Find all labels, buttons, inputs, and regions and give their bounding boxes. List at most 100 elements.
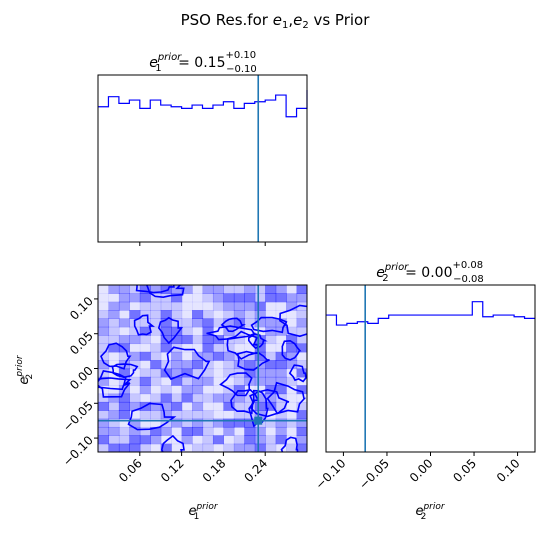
joint-density-cell <box>150 393 162 403</box>
joint-density-cell <box>139 376 151 386</box>
joint-density-cell <box>223 318 235 328</box>
joint-density-cell <box>150 293 162 303</box>
joint-density-cell <box>296 293 307 303</box>
joint-density-cell <box>181 393 193 403</box>
joint-density-cell <box>108 385 120 395</box>
joint-density-cell <box>160 393 172 403</box>
joint-density-cell <box>129 401 141 411</box>
joint-density-cell <box>202 401 214 411</box>
e1-histogram-line <box>98 90 308 118</box>
joint-density-cell <box>129 435 141 445</box>
joint-density-cell <box>98 360 110 370</box>
joint-density-cell <box>108 418 120 428</box>
joint-contour <box>206 325 256 341</box>
joint-density-cell <box>244 351 256 361</box>
joint-density-cell <box>286 410 298 420</box>
joint-density-cell <box>160 326 172 336</box>
joint-density-cell <box>181 293 193 303</box>
joint-density-cell <box>233 310 245 319</box>
joint-density-cell <box>233 418 245 428</box>
joint-density-cell <box>108 376 120 386</box>
joint-density-cell <box>192 285 204 294</box>
joint-density-cell <box>296 426 307 436</box>
joint-density-cell <box>223 410 235 420</box>
joint-density-cell <box>150 443 162 452</box>
joint-density-cell <box>98 293 110 303</box>
joint-density-cell <box>118 410 130 420</box>
joint-density-cell <box>150 435 162 445</box>
joint-density-cell <box>192 401 204 411</box>
joint-density-cell <box>192 385 204 395</box>
joint-density-cell <box>160 410 172 420</box>
joint-density-cell <box>254 343 266 353</box>
joint-density-cell <box>160 343 172 353</box>
joint-ytick-label: 0.00 <box>67 364 96 393</box>
joint-density-cell <box>181 360 193 370</box>
joint-density-cell <box>171 326 183 336</box>
joint-density-cell <box>150 351 162 361</box>
joint-density-cell <box>129 301 141 311</box>
joint-density-cell <box>265 376 277 386</box>
joint-density-cell <box>223 310 235 319</box>
joint-density-cell <box>254 435 266 445</box>
joint-density-cell <box>233 393 245 403</box>
joint-density-cell <box>181 343 193 353</box>
joint-density-cell <box>118 301 130 311</box>
joint-density-cell <box>108 410 120 420</box>
joint-density-cell <box>129 376 141 386</box>
joint-density-cell <box>254 335 266 345</box>
joint-density-cell <box>254 301 266 311</box>
joint-density-cell <box>129 285 141 294</box>
joint-density-cell <box>254 443 266 452</box>
joint-density-cell <box>223 351 235 361</box>
joint-density-cell <box>212 443 224 452</box>
joint-density-cell <box>181 410 193 420</box>
joint-density-cell <box>212 343 224 353</box>
joint-density-cell <box>98 301 110 311</box>
joint-density-cell <box>202 435 214 445</box>
joint-density-cell <box>296 360 307 370</box>
joint-density-cell <box>244 318 256 328</box>
joint-density-cell <box>286 418 298 428</box>
joint-density-cell <box>192 393 204 403</box>
joint-density-cell <box>139 443 151 452</box>
joint-density-cell <box>275 385 287 395</box>
joint-density-cell <box>286 310 298 319</box>
joint-density-cell <box>108 343 120 353</box>
joint-density-cell <box>212 301 224 311</box>
joint-density-cell <box>254 426 266 436</box>
joint-density-cell <box>171 418 183 428</box>
joint-density-cell <box>108 335 120 345</box>
joint-xtick-label: 0.12 <box>158 456 187 485</box>
joint-density-cell <box>296 368 307 378</box>
joint-density-cell <box>202 393 214 403</box>
joint-density-cell <box>160 426 172 436</box>
joint-density-cell <box>275 343 287 353</box>
joint-density-cell <box>296 285 307 294</box>
joint-density-cell <box>129 310 141 319</box>
joint-contour <box>220 317 246 333</box>
joint-density-cell <box>275 368 287 378</box>
joint-density-cell <box>202 335 214 345</box>
joint-density-cell <box>244 418 256 428</box>
joint-density-cell <box>286 293 298 303</box>
joint-density-cell <box>275 410 287 420</box>
joint-density-cell <box>181 418 193 428</box>
joint-density-cell <box>202 376 214 386</box>
joint-density-cell <box>129 326 141 336</box>
joint-density-cell <box>202 385 214 395</box>
joint-density-cell <box>275 401 287 411</box>
joint-density-cell <box>129 351 141 361</box>
joint-density-cell <box>265 335 277 345</box>
joint-density-cell <box>181 435 193 445</box>
joint-density-cell <box>223 385 235 395</box>
joint-density-cell <box>181 385 193 395</box>
joint-density-cell <box>296 318 307 328</box>
joint-density-cell <box>202 443 214 452</box>
joint-density-cell <box>181 285 193 294</box>
joint-density-cell <box>202 310 214 319</box>
joint-density-cell <box>212 293 224 303</box>
joint-density-cell <box>192 301 204 311</box>
joint-density-cell <box>265 426 277 436</box>
joint-density-cell <box>275 301 287 311</box>
